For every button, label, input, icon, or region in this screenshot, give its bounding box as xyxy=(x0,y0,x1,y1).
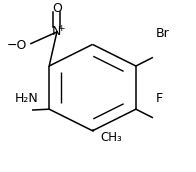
Text: CH₃: CH₃ xyxy=(100,131,122,144)
Text: −O: −O xyxy=(7,39,27,52)
Text: +: + xyxy=(57,24,65,33)
Text: H₂N: H₂N xyxy=(15,92,39,105)
Text: O: O xyxy=(52,2,62,15)
Text: F: F xyxy=(156,92,163,105)
Text: Br: Br xyxy=(156,27,170,40)
Text: N: N xyxy=(52,25,62,39)
